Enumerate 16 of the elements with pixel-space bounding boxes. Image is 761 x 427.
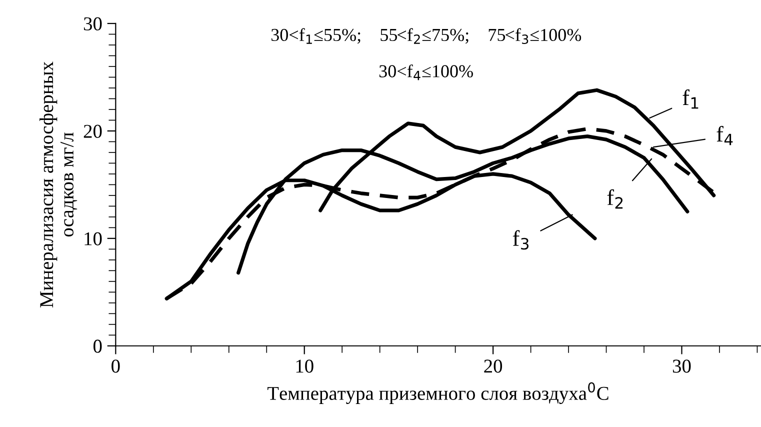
annotation: 30<f$_{1}$≤55%; 55<f$_{2}$≤75%; 75<f$_{3}$≤100% <box>271 28 582 44</box>
annotation: f$_{2}$ <box>607 189 623 209</box>
x-tick-label: 0 <box>112 360 120 373</box>
x-tick-label: 20 <box>484 360 502 373</box>
annotation: f$_{3}$ <box>512 230 529 250</box>
y-axis-title: Минерализасия атмосферных осадков мг/л <box>40 62 78 308</box>
y-tick-label: 30 <box>84 17 102 30</box>
y-tick-label: 20 <box>84 124 102 138</box>
x-tick-label: 10 <box>296 360 314 373</box>
y-tick-label: 10 <box>84 232 102 246</box>
annotation: f$_{1}$ <box>682 89 698 109</box>
annotation: f$_{4}$ <box>716 126 733 146</box>
annotation: 30<f$_{4}$≤100% <box>379 64 473 80</box>
x-axis-title: Температура приземного слоя воздуха$^{0}$C <box>267 382 608 404</box>
y-tick-label: 0 <box>93 340 102 353</box>
x-tick-label: 30 <box>672 360 691 373</box>
